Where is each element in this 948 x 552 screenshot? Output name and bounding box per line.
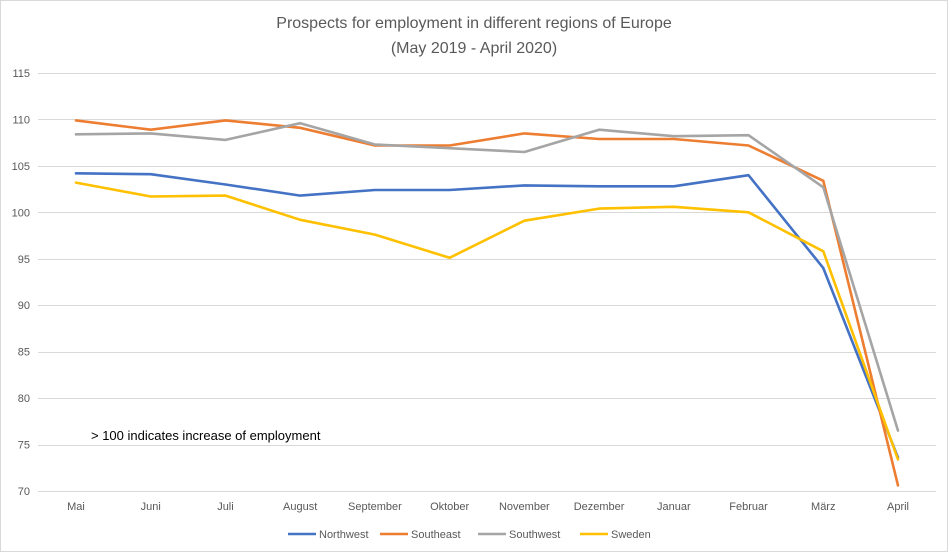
series-lines	[74, 119, 900, 487]
y-tick-label: 80	[18, 393, 30, 405]
x-tick-label: Mai	[67, 501, 85, 513]
x-tick-label: Juli	[217, 501, 234, 513]
y-tick-label: 90	[18, 300, 30, 312]
legend-label-northwest: Northwest	[319, 529, 369, 541]
x-tick-label: November	[499, 501, 550, 513]
legend-label-southwest: Southwest	[509, 529, 560, 541]
legend: Northwest Southeast Southwest Sweden	[288, 529, 651, 541]
legend-label-southeast: Southeast	[411, 529, 461, 541]
y-tick-label: 85	[18, 347, 30, 359]
legend-label-sweden: Sweden	[611, 529, 651, 541]
y-tick-label: 115	[12, 68, 30, 80]
x-tick-label: Januar	[657, 501, 691, 513]
series-line-sweden	[74, 181, 900, 461]
y-axis-tick-labels: 70 75 80 85 90 95 100 105 110 115	[12, 68, 30, 498]
y-tick-label: 70	[18, 486, 30, 498]
series-line-northwest	[74, 172, 900, 459]
x-tick-label: Oktober	[430, 501, 469, 513]
y-tick-label: 75	[18, 440, 30, 452]
series-line-southwest	[74, 121, 900, 432]
x-tick-label: Juni	[141, 501, 161, 513]
y-tick-label: 110	[12, 114, 30, 126]
chart-title: Prospects for employment in different re…	[276, 15, 672, 32]
y-tick-label: 100	[12, 207, 30, 219]
x-tick-label: Dezember	[574, 501, 625, 513]
x-axis-tick-labels: Mai Juni Juli August September Oktober Novembe…	[67, 501, 909, 513]
x-tick-label: August	[283, 501, 317, 513]
chart-subtitle: (May 2019 - April 2020)	[391, 40, 557, 57]
y-tick-label: 95	[18, 254, 30, 266]
series-line-southeast	[74, 119, 900, 487]
x-tick-label: April	[887, 501, 909, 513]
x-tick-label: Februar	[729, 501, 768, 513]
x-tick-label: September	[348, 501, 402, 513]
chart-annotation: > 100 indicates increase of employment	[91, 428, 321, 443]
gridlines	[38, 73, 936, 492]
y-tick-label: 105	[12, 161, 30, 173]
x-tick-label: März	[811, 501, 835, 513]
